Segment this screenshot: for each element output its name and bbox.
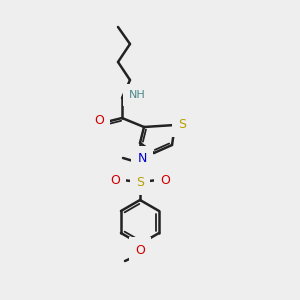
Text: S: S <box>178 118 186 130</box>
Text: NH: NH <box>129 90 146 100</box>
Text: O: O <box>94 113 104 127</box>
Text: S: S <box>136 176 144 188</box>
Text: O: O <box>160 173 170 187</box>
Text: O: O <box>110 173 120 187</box>
Text: O: O <box>135 244 145 256</box>
Text: N: N <box>137 152 147 166</box>
